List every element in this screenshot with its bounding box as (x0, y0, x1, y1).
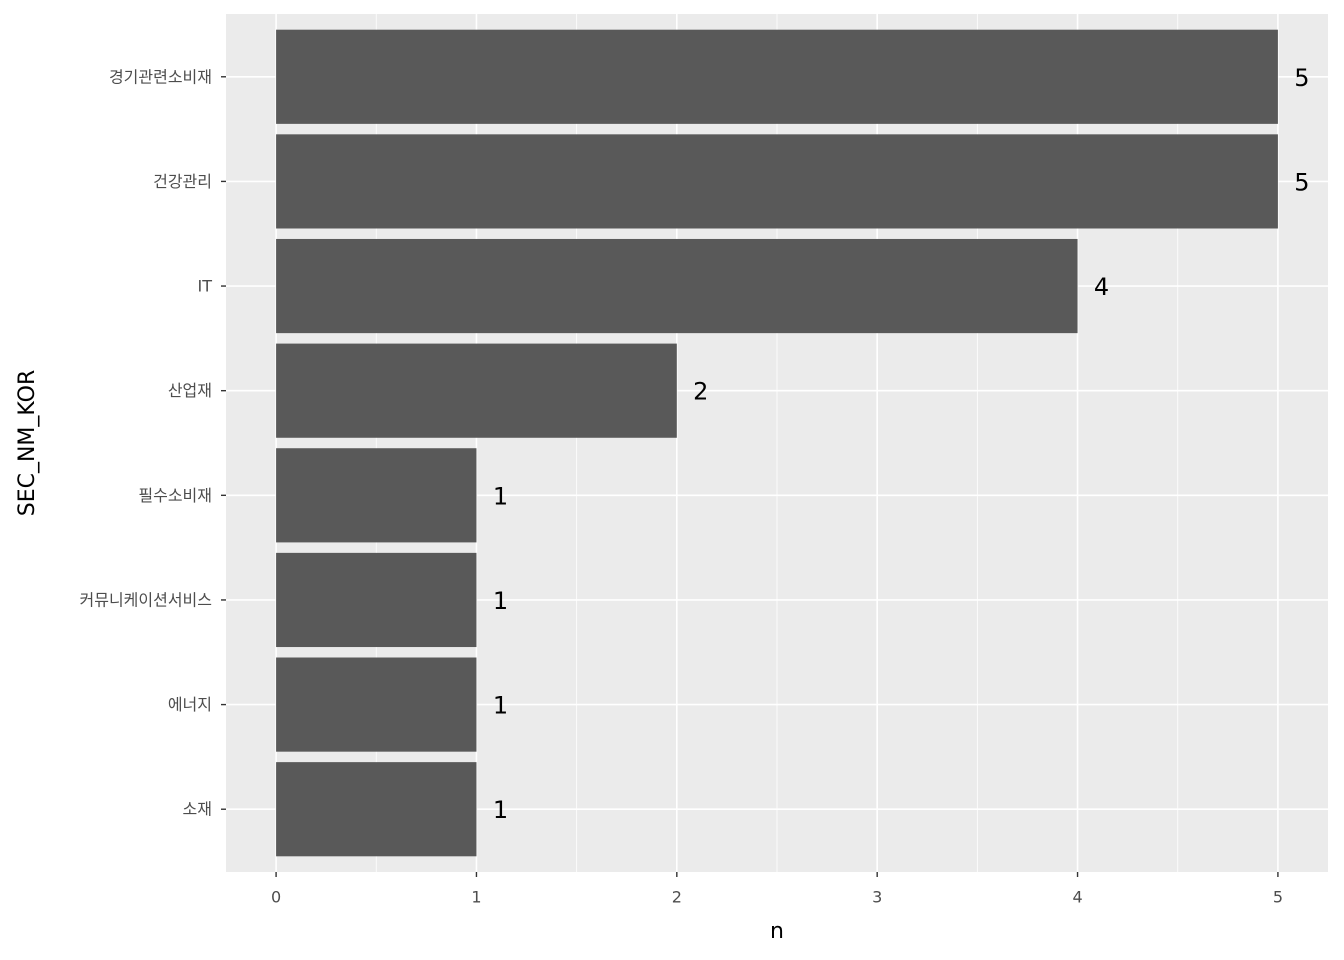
x-tick-label: 0 (271, 888, 281, 907)
bar (276, 134, 1278, 229)
x-tick-label: 4 (1072, 888, 1082, 907)
bar (276, 448, 477, 543)
y-tick-label: IT (198, 277, 213, 296)
bar (276, 29, 1278, 124)
value-label: 2 (693, 378, 708, 406)
bar (276, 238, 1078, 334)
value-label: 5 (1294, 64, 1309, 92)
x-tick-label: 1 (471, 888, 481, 907)
x-tick-label: 3 (872, 888, 882, 907)
value-label: 1 (493, 692, 508, 720)
value-label: 4 (1094, 273, 1109, 301)
value-label: 1 (493, 587, 508, 615)
bar (276, 343, 677, 438)
x-tick-label: 5 (1273, 888, 1283, 907)
y-tick-label: 에너지 (168, 695, 212, 714)
bar (276, 762, 477, 857)
y-tick-label: 산업재 (168, 381, 212, 400)
bar (276, 657, 477, 752)
y-tick-label: 건강관리 (153, 172, 212, 191)
y-axis-title: SEC_NM_KOR (15, 370, 40, 517)
y-tick-label: 커뮤니케이션서비스 (80, 590, 212, 609)
x-axis-title: n (770, 919, 784, 944)
value-label: 1 (493, 796, 508, 824)
bar (276, 552, 477, 648)
y-tick-label: 경기관련소비재 (109, 67, 212, 86)
value-label: 5 (1294, 168, 1309, 196)
value-label: 1 (493, 482, 508, 510)
y-tick-label: 소재 (183, 800, 212, 819)
y-tick-label: 필수소비재 (138, 486, 212, 505)
x-tick-label: 2 (672, 888, 682, 907)
